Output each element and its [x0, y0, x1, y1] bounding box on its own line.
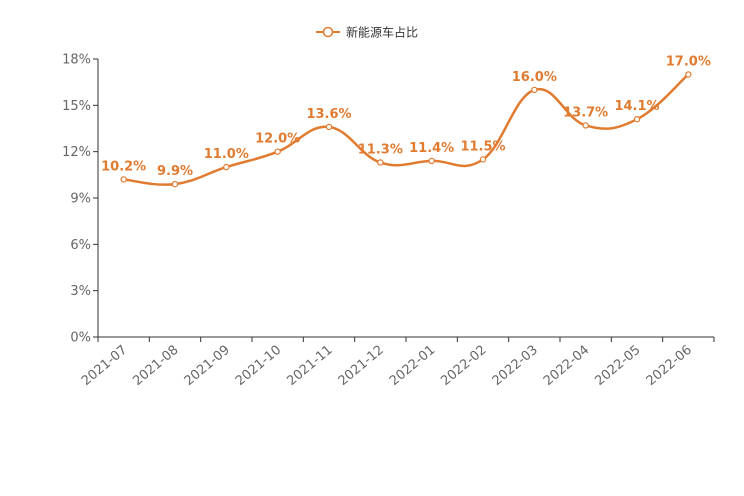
data-label: 14.1%: [614, 99, 659, 114]
legend[interactable]: 新能源车占比: [316, 25, 418, 40]
legend-marker-icon: [322, 26, 334, 38]
data-label: 11.4%: [409, 141, 454, 156]
y-tick-label: 3%: [70, 284, 91, 299]
data-point: [531, 86, 538, 94]
data-label: 17.0%: [666, 54, 711, 69]
x-tick-label: 2021-11: [284, 343, 335, 389]
x-tick-label: 2022-03: [490, 343, 541, 389]
data-label: 11.0%: [204, 147, 249, 162]
data-label: 13.7%: [563, 105, 608, 120]
data-point: [274, 148, 281, 155]
data-label: 10.2%: [101, 159, 146, 174]
plot-area: 10.2% 9.9% 11.0% 12.0% 13.6% 11.3% 11.4% 11.5% 1…: [101, 54, 711, 188]
x-tick-label: 2022-02: [438, 343, 489, 389]
data-point: [325, 123, 333, 131]
x-tick-label: 2022-05: [592, 343, 643, 389]
series-line: [123, 73, 690, 186]
data-label: 12.0%: [255, 132, 300, 147]
data-label: 13.6%: [306, 107, 351, 122]
x-tick-label: 2021-12: [336, 343, 387, 389]
data-point: [223, 163, 230, 171]
data-point: [171, 180, 179, 188]
x-tick-label: 2021-10: [233, 343, 284, 389]
x-tick-label: 2022-06: [644, 343, 695, 389]
data-label: 11.5%: [460, 139, 505, 154]
data-point: [479, 156, 487, 163]
x-tick-label: 2022-01: [387, 343, 438, 389]
y-tick-label: 15%: [62, 99, 91, 114]
legend-label: 新能源车占比: [346, 25, 418, 40]
y-tick-label: 6%: [70, 238, 91, 253]
y-tick-label: 18%: [62, 53, 91, 68]
x-tick-label: 2021-07: [79, 343, 130, 389]
data-point: [685, 71, 692, 78]
x-tick-label: 2022-04: [541, 343, 592, 389]
data-label: 16.0%: [512, 70, 557, 85]
y-tick-label: 0%: [70, 331, 91, 346]
y-tick-label: 9%: [70, 192, 91, 207]
y-tick-label: 12%: [62, 145, 91, 160]
data-point: [377, 159, 384, 166]
data-point: [633, 116, 641, 123]
data-label: 9.9%: [157, 164, 193, 179]
x-tick-label: 2021-09: [182, 343, 233, 389]
data-label: 11.3%: [358, 142, 403, 157]
data-point: [428, 157, 435, 165]
x-tick-label: 2021-08: [130, 343, 181, 389]
data-point: [120, 176, 127, 183]
data-point: [582, 122, 589, 129]
